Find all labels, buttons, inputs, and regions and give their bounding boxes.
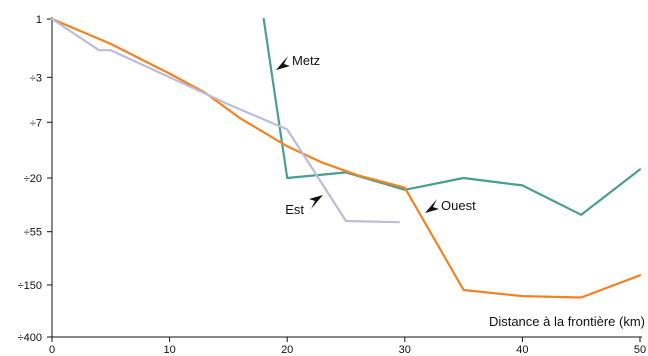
annotation-arrow-est	[309, 195, 323, 209]
y-tick-label: ÷20	[24, 173, 42, 185]
x-tick-label: 20	[281, 344, 293, 356]
y-tick-label: ÷3	[30, 72, 42, 84]
x-tick-label: 0	[49, 344, 55, 356]
annotation-arrow-metz	[276, 56, 290, 70]
series-line-metz	[262, 17, 642, 216]
series-line-est	[50, 17, 400, 224]
annotation-arrow-ouest	[425, 199, 439, 213]
x-axis-label: Distance à la frontière (km)	[489, 314, 645, 329]
y-axis: 1 ÷3 ÷7 ÷20 ÷55 ÷150 ÷400	[18, 14, 53, 344]
y-tick-label: ÷400	[18, 332, 42, 344]
x-tick-label: 30	[399, 344, 411, 356]
y-tick-label: ÷150	[18, 280, 42, 292]
x-axis: 0 10 20 30 40 50	[49, 336, 646, 356]
x-tick-label: 40	[516, 344, 528, 356]
x-tick-label: 10	[163, 344, 175, 356]
annotation-est: Est	[285, 202, 304, 217]
y-tick-label: ÷55	[24, 227, 42, 239]
y-tick-label: 1	[36, 14, 42, 26]
series-line-ouest	[50, 17, 642, 299]
annotation-ouest: Ouest	[441, 198, 476, 213]
y-tick-label: ÷7	[30, 117, 42, 129]
annotation-metz: Metz	[292, 53, 320, 68]
annotation-layer: Metz Ouest Est	[276, 53, 476, 217]
series-layer	[50, 17, 642, 299]
x-tick-label: 50	[634, 344, 646, 356]
